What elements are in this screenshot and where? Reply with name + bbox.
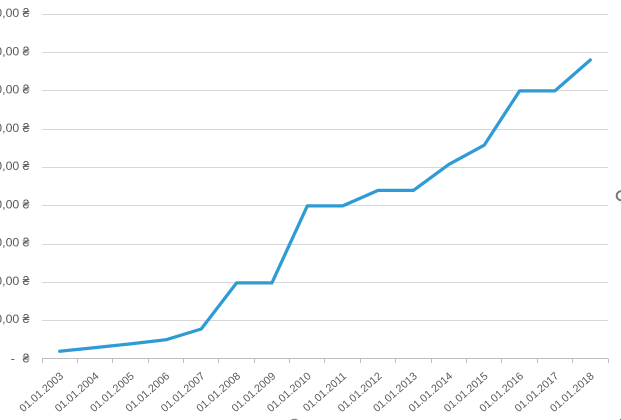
svg-text:-: - bbox=[11, 351, 15, 365]
svg-text:0 000,00 ₴: 0 000,00 ₴ bbox=[0, 198, 30, 212]
svg-text:5 000,00 ₴: 5 000,00 ₴ bbox=[0, 312, 30, 326]
svg-text:5 000,00 ₴: 5 000,00 ₴ bbox=[0, 236, 30, 250]
svg-text:0 000,00 ₴: 0 000,00 ₴ bbox=[0, 44, 30, 58]
svg-text:5 000,00 ₴: 5 000,00 ₴ bbox=[0, 159, 30, 173]
svg-text:0 000,00 ₴: 0 000,00 ₴ bbox=[0, 274, 30, 288]
svg-text:5 000,00 ₴: 5 000,00 ₴ bbox=[0, 6, 30, 20]
svg-text:₴: ₴ bbox=[23, 351, 30, 365]
svg-text:5 000,00 ₴: 5 000,00 ₴ bbox=[0, 83, 30, 97]
svg-text:0 000,00 ₴: 0 000,00 ₴ bbox=[0, 121, 30, 135]
